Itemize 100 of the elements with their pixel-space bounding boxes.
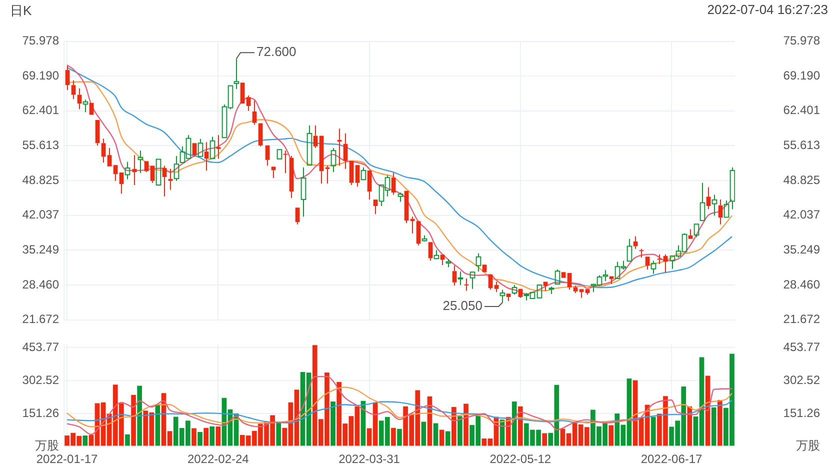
bar [216,426,221,446]
y2-tick-label: 55.613 [22,138,60,152]
candlestick [216,134,221,160]
bar [451,406,456,446]
bar [687,406,692,446]
line-series [66,386,733,428]
y-tick-label: 42.037 [783,208,820,222]
bar [650,416,656,446]
candlestick [234,58,240,90]
y2-tick-label: 42.037 [22,208,60,222]
candlestick [162,165,167,197]
candlestick [306,124,312,166]
candlestick [706,186,711,210]
candlestick [367,170,372,200]
candlestick [663,254,668,274]
y-tick-label: 55.613 [783,138,820,152]
x-tick-label: 2022-02-24 [187,452,250,466]
candlestick [319,136,324,184]
y2-tick-label: 28.460 [22,277,60,292]
bar [198,432,202,446]
candlestick [95,120,100,146]
candlestick [65,65,70,90]
candlestick [464,278,469,292]
y-tick-label: 35.249 [783,242,820,256]
candlestick [113,165,118,182]
candlestick [452,265,457,286]
y2-tick-label: 62.401 [22,103,60,118]
candlestick [633,236,638,250]
y-tick-label: 453.77 [783,340,820,354]
candlestick [252,100,257,126]
candlestick [271,166,276,178]
y-tick-label: 28.460 [783,277,820,292]
candlestick [138,150,144,174]
y2-tick-label: 69.190 [22,68,60,82]
bar [82,435,88,446]
y2-tick-label: 万股 [35,438,59,453]
bar [137,386,142,446]
candlestick [258,123,263,147]
candlestick [391,172,396,196]
candlestick [404,190,409,224]
line-series [66,376,733,435]
y-tick-label: 21.672 [783,312,820,326]
candlestick [101,138,106,163]
y2-tick-label: 75.978 [22,34,60,48]
bar [433,423,438,446]
candlestick [476,252,482,272]
candlestick [730,166,735,210]
y-tick-label: 48.825 [783,172,820,187]
bar [608,425,614,446]
candlestick [458,270,464,286]
candlestick [107,148,112,166]
candlestick [82,99,88,113]
bar [717,400,722,446]
x-tick-label: 2022-05-12 [490,452,552,466]
candlestick [657,254,662,265]
candlestick [71,80,76,100]
y-tick-label: 万股 [796,438,820,453]
bar [131,394,136,446]
candlestick [488,274,493,290]
bar [276,422,282,446]
x-tick-label: 2022-03-31 [338,452,400,466]
candlestick [313,124,318,149]
bar [210,426,215,446]
candlestick [204,142,209,172]
candlestick [718,199,723,225]
y-tick-label: 151.26 [783,406,820,420]
candlestick [246,94,251,112]
candlestick [428,242,433,262]
y-tick-label: 302.52 [783,372,820,387]
text: 2022-07-04 16:27:23 [707,2,828,17]
candlestick [470,272,476,290]
y2-tick-label: 21.672 [22,312,60,326]
candlestick [283,150,288,174]
candlestick [506,294,511,302]
candlestick [355,165,360,188]
candlestick [168,168,173,190]
candlestick [210,136,216,160]
annotation: 25.050 [442,298,482,314]
candlestick [192,143,197,158]
bar [330,402,336,446]
candlestick [440,254,445,266]
bar [125,434,130,446]
x-tick-label: 2022-06-17 [640,452,703,466]
bar [204,428,208,446]
candlestick [416,221,421,246]
candlestick [645,256,650,270]
candlestick [300,166,306,218]
candlestick [626,238,632,262]
candlestick [700,182,706,222]
candlestick [579,289,584,298]
y-tick-label: 69.190 [783,68,820,82]
y2-tick-label: 35.249 [22,242,60,256]
bar [464,404,468,446]
y2-tick-label: 151.26 [22,406,60,420]
bar [445,431,450,446]
bar [391,428,396,446]
candlestick [343,133,348,170]
y-tick-label: 62.401 [783,103,820,118]
x-tick-label: 2022-01-17 [36,452,98,466]
candlestick [330,148,336,173]
